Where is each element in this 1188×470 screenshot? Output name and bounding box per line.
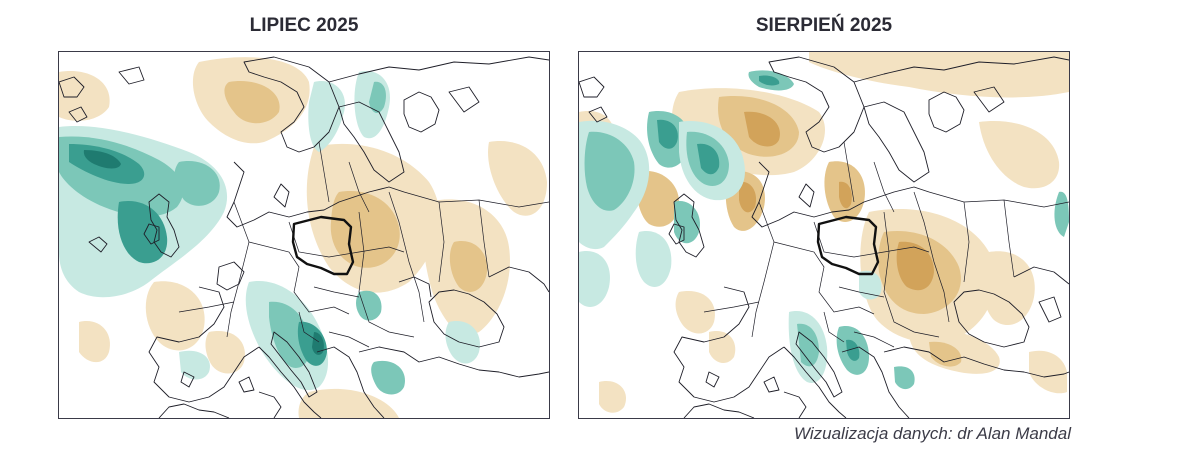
country-borders-august bbox=[703, 141, 1069, 348]
anomaly-field-august bbox=[579, 52, 1069, 413]
poland-outline-august bbox=[816, 215, 880, 276]
panel-title-august: SIERPIEŃ 2025 bbox=[755, 15, 893, 36]
anomaly-field-july bbox=[59, 57, 547, 418]
poland-outline-july bbox=[291, 215, 355, 276]
map-august bbox=[578, 51, 1070, 419]
country-borders-july bbox=[178, 141, 549, 348]
coastlines-august bbox=[579, 56, 1069, 418]
panel-title-july: LIPIEC 2025 bbox=[249, 15, 359, 36]
coastlines-july bbox=[59, 56, 549, 418]
visualization-credit: Wizualizacja danych: dr Alan Mandal bbox=[793, 424, 1071, 443]
map-july bbox=[58, 51, 550, 419]
map-august-canvas bbox=[579, 52, 1069, 418]
map-july-canvas bbox=[59, 56, 549, 418]
